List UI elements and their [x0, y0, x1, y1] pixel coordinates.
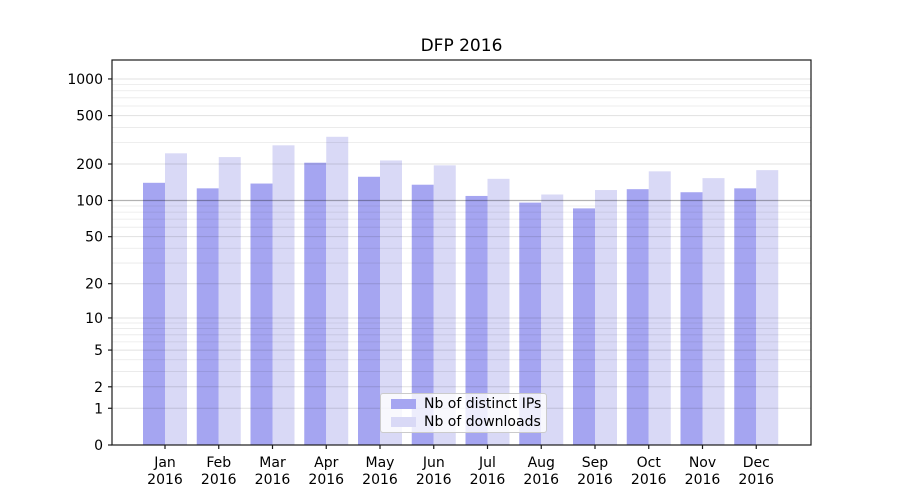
x-tick-label: Aug 2016: [523, 455, 559, 488]
x-tick-label: Nov 2016: [685, 455, 721, 488]
bar-distinct_ips-jun: [411, 184, 434, 445]
x-tick-label: May 2016: [362, 455, 398, 488]
y-tick-label: 1000: [67, 72, 103, 88]
bar-downloads-aug: [541, 194, 564, 445]
legend-item-downloads: Nb of downloads: [391, 415, 546, 429]
y-tick-label: 50: [85, 230, 103, 246]
bar-downloads-apr: [326, 136, 349, 446]
x-tick-label: Jun 2016: [416, 455, 452, 488]
y-tick-label: 0: [94, 438, 103, 454]
x-tick-label: Oct 2016: [631, 455, 667, 488]
legend: Nb of distinct IPs Nb of downloads: [380, 393, 547, 433]
bar-downloads-feb: [218, 157, 241, 445]
legend-swatch-downloads: [391, 417, 416, 427]
x-tick-label: Apr 2016: [308, 455, 344, 488]
bar-distinct_ips-jan: [143, 182, 165, 446]
y-tick-label: 200: [76, 157, 103, 173]
y-tick-label: 2: [94, 380, 103, 396]
y-tick-label: 500: [76, 109, 103, 125]
bar-distinct_ips-feb: [196, 188, 219, 445]
y-tick-label: 1: [94, 401, 103, 417]
x-tick-label: Feb 2016: [201, 455, 237, 488]
bar-downloads-mar: [272, 145, 295, 445]
y-tick-label: 100: [76, 193, 103, 209]
plot-border: [111, 59, 812, 446]
chart-title: DFP 2016: [420, 36, 503, 56]
x-tick-label: Sep 2016: [577, 455, 613, 488]
bar-distinct_ips-sep: [573, 208, 595, 445]
bar-downloads-jul: [487, 178, 510, 445]
bar-downloads-oct: [648, 171, 671, 445]
y-tick-label: 5: [94, 343, 103, 359]
x-tick-label: Dec 2016: [738, 455, 774, 488]
x-tick-label: Jul 2016: [470, 455, 506, 488]
bar-distinct_ips-jul: [465, 195, 488, 445]
bar-distinct_ips-aug: [519, 202, 542, 445]
bar-downloads-may: [380, 160, 402, 445]
legend-swatch-distinct-ips: [391, 399, 416, 409]
bar-distinct_ips-oct: [626, 189, 649, 445]
bar-distinct_ips-may: [358, 176, 380, 445]
legend-item-distinct-ips: Nb of distinct IPs: [391, 397, 546, 411]
bar-downloads-dec: [756, 170, 779, 445]
bar-distinct_ips-nov: [680, 192, 703, 445]
bar-distinct_ips-mar: [250, 183, 273, 446]
bar-downloads-nov: [702, 178, 725, 445]
legend-label: Nb of downloads: [424, 414, 541, 430]
bar-distinct_ips-apr: [304, 162, 327, 445]
x-tick-label: Mar 2016: [255, 455, 291, 488]
bar-downloads-jun: [433, 165, 456, 445]
y-tick-label: 10: [85, 311, 103, 327]
bar-downloads-sep: [595, 190, 617, 445]
bar-distinct_ips-dec: [734, 188, 757, 445]
legend-label: Nb of distinct IPs: [424, 396, 542, 412]
bar-downloads-jan: [165, 153, 187, 445]
x-tick-label: Jan 2016: [147, 455, 183, 488]
y-tick-label: 20: [85, 277, 103, 293]
